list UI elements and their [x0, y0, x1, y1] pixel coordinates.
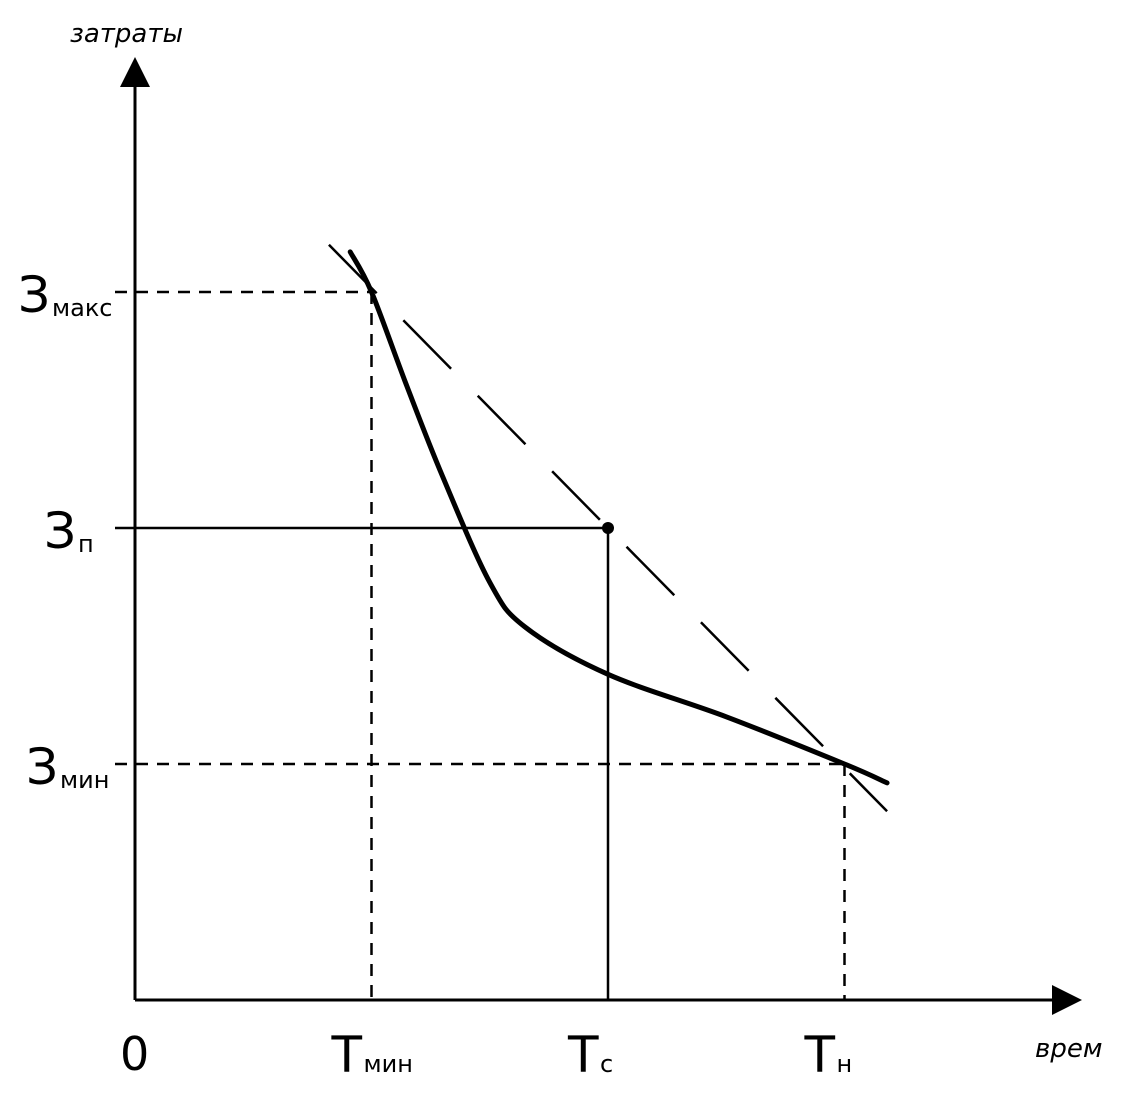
- y-tick-sublabel-2: п: [78, 530, 94, 558]
- series-group: [328, 243, 890, 813]
- point-marker: [602, 522, 614, 534]
- x-axis-title: врем: [1035, 1034, 1102, 1064]
- x-tick-label-3: Т: [804, 1026, 836, 1084]
- y-tick-label-3: З: [26, 738, 58, 796]
- y-tick-label-2: З: [44, 502, 76, 560]
- origin-label: 0: [120, 1027, 149, 1081]
- guide-lines: [115, 290, 846, 1000]
- y-axis-title: затраты: [70, 19, 183, 49]
- x-tick-sublabel-3: н: [837, 1050, 853, 1078]
- linear-dashed-line: [328, 243, 888, 813]
- x-tick-sublabel-1: мин: [364, 1050, 413, 1078]
- x-tick-label-2: Т: [567, 1026, 599, 1084]
- x-tick-label-1: Т: [331, 1026, 363, 1084]
- x-tick-sublabel-2: с: [600, 1050, 613, 1078]
- y-tick-sublabel-3: мин: [60, 766, 109, 794]
- y-tick-sublabel-1: макс: [52, 294, 113, 322]
- y-tick-label-1: З: [18, 266, 50, 324]
- cost-curve: [347, 249, 890, 786]
